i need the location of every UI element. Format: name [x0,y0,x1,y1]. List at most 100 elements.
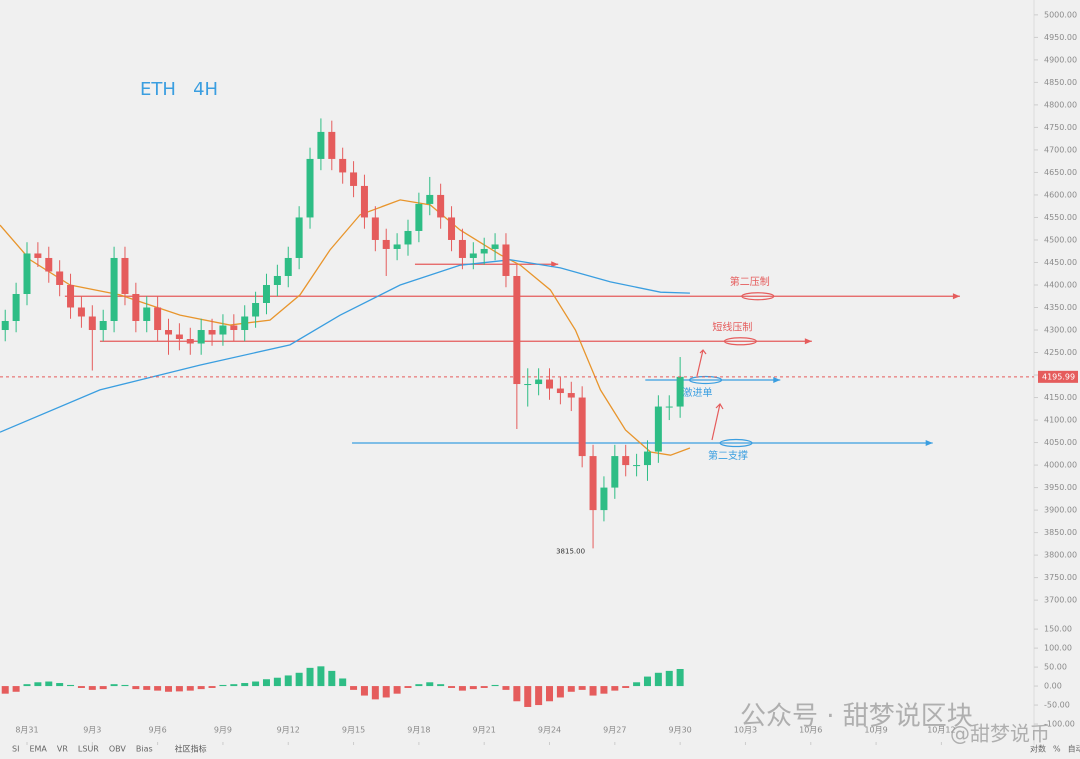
y-tick-label: 4550.00 [1044,213,1077,222]
level-ellipse [741,292,775,301]
macd-bar [143,686,151,690]
y-tick-label: 4400.00 [1044,280,1077,289]
toolbar-item: LSUR [78,745,99,754]
macd-bar [350,686,358,690]
candle-body [12,293,20,322]
watermark-handle: @甜梦说币 [950,722,1050,746]
y-tick-label: 4350.00 [1044,303,1077,312]
macd-bar [230,684,238,687]
x-tick-label: 9月27 [603,726,626,735]
macd-bar [371,686,379,700]
axis-option: % [1053,745,1061,754]
candle-body [34,253,42,258]
macd-bar [252,681,260,687]
candle-body [578,397,586,457]
x-tick-label: 10月9 [864,726,887,735]
toolbar-item: OBV [109,745,127,754]
candle-body [230,325,238,331]
macd-bar [45,681,53,687]
candle-body [524,384,532,386]
macd-bar [589,686,597,696]
macd-bar [643,676,651,687]
toolbar-item: VR [57,745,68,754]
candle-body [208,330,216,335]
y-tick-label: 4450.00 [1044,258,1077,267]
candle-body [175,334,183,340]
candle-body [88,316,96,331]
last-price-label: 4195.99 [1042,372,1075,381]
candle-body [437,194,445,218]
level-label: 激进单 [683,386,713,399]
chart-title: ETH 4H [140,79,218,100]
macd-y-tick-label: 100.00 [1044,644,1072,653]
y-tick-label: 4250.00 [1044,348,1077,357]
x-tick-label: 9月3 [83,726,101,735]
macd-bar [339,678,347,687]
candle-body [502,244,510,276]
candle-body [165,330,173,335]
candle-body [665,406,673,408]
toolbar-item: Bias [136,745,153,754]
macd-bar [633,682,641,687]
candle-body [154,307,162,331]
level-arrow [773,376,781,383]
candle-body [241,316,249,331]
candle-body [306,158,314,218]
macd-bar [415,684,423,687]
macd-bar [491,684,499,687]
macd-bar [567,686,575,692]
annotation-arrows [696,349,724,441]
macd-bar [328,670,336,687]
level-arrow [952,293,960,300]
y-tick-label: 4950.00 [1044,33,1077,42]
x-tick-label: 10月3 [734,726,757,735]
toolbar-item: EMA [29,745,47,754]
macd-bar [524,686,532,707]
x-tick-label: 8月31 [15,726,38,735]
axis-option: 对数 [1030,744,1046,754]
candle-body [393,244,401,249]
y-tick-label: 4500.00 [1044,235,1077,244]
candle-body [23,253,31,294]
candle-body [469,253,477,258]
macd-bar [480,686,488,688]
candle-body [567,393,575,398]
macd-bar [404,686,412,688]
candle-body [480,248,488,254]
candle-body [99,321,107,331]
candle-body [197,330,205,344]
candle-body [67,284,75,308]
level-arrow [804,338,812,345]
macd-bar [241,683,249,687]
candle-body [328,131,336,159]
moving-average [0,199,691,456]
candle-body [77,307,85,317]
y-tick-label: 3750.00 [1044,573,1077,582]
macd-bar [23,684,31,687]
candle-body [415,203,423,231]
low-marker-label: 3815.00 [556,547,585,555]
y-tick-label: 4600.00 [1044,190,1077,199]
macd-bar [546,686,554,702]
candle-body [295,217,303,258]
candle-body [371,217,379,240]
level-label: 第二压制 [730,275,770,288]
candle-body [513,275,521,385]
macd-bar [99,686,107,690]
macd-bar [34,682,42,687]
macd-bar [360,686,368,696]
candle-body [273,275,281,285]
macd-bar [273,677,281,687]
candle-body [535,379,543,385]
macd-y-tick-label: 0.00 [1044,682,1062,691]
candle-body [252,302,260,317]
macd-bar [197,686,205,690]
macd-bar [317,666,325,687]
candle-body [56,271,64,285]
macd-bar [611,686,619,691]
candle-body [262,284,270,303]
macd-bar [284,675,292,687]
y-tick-label: 4850.00 [1044,78,1077,87]
